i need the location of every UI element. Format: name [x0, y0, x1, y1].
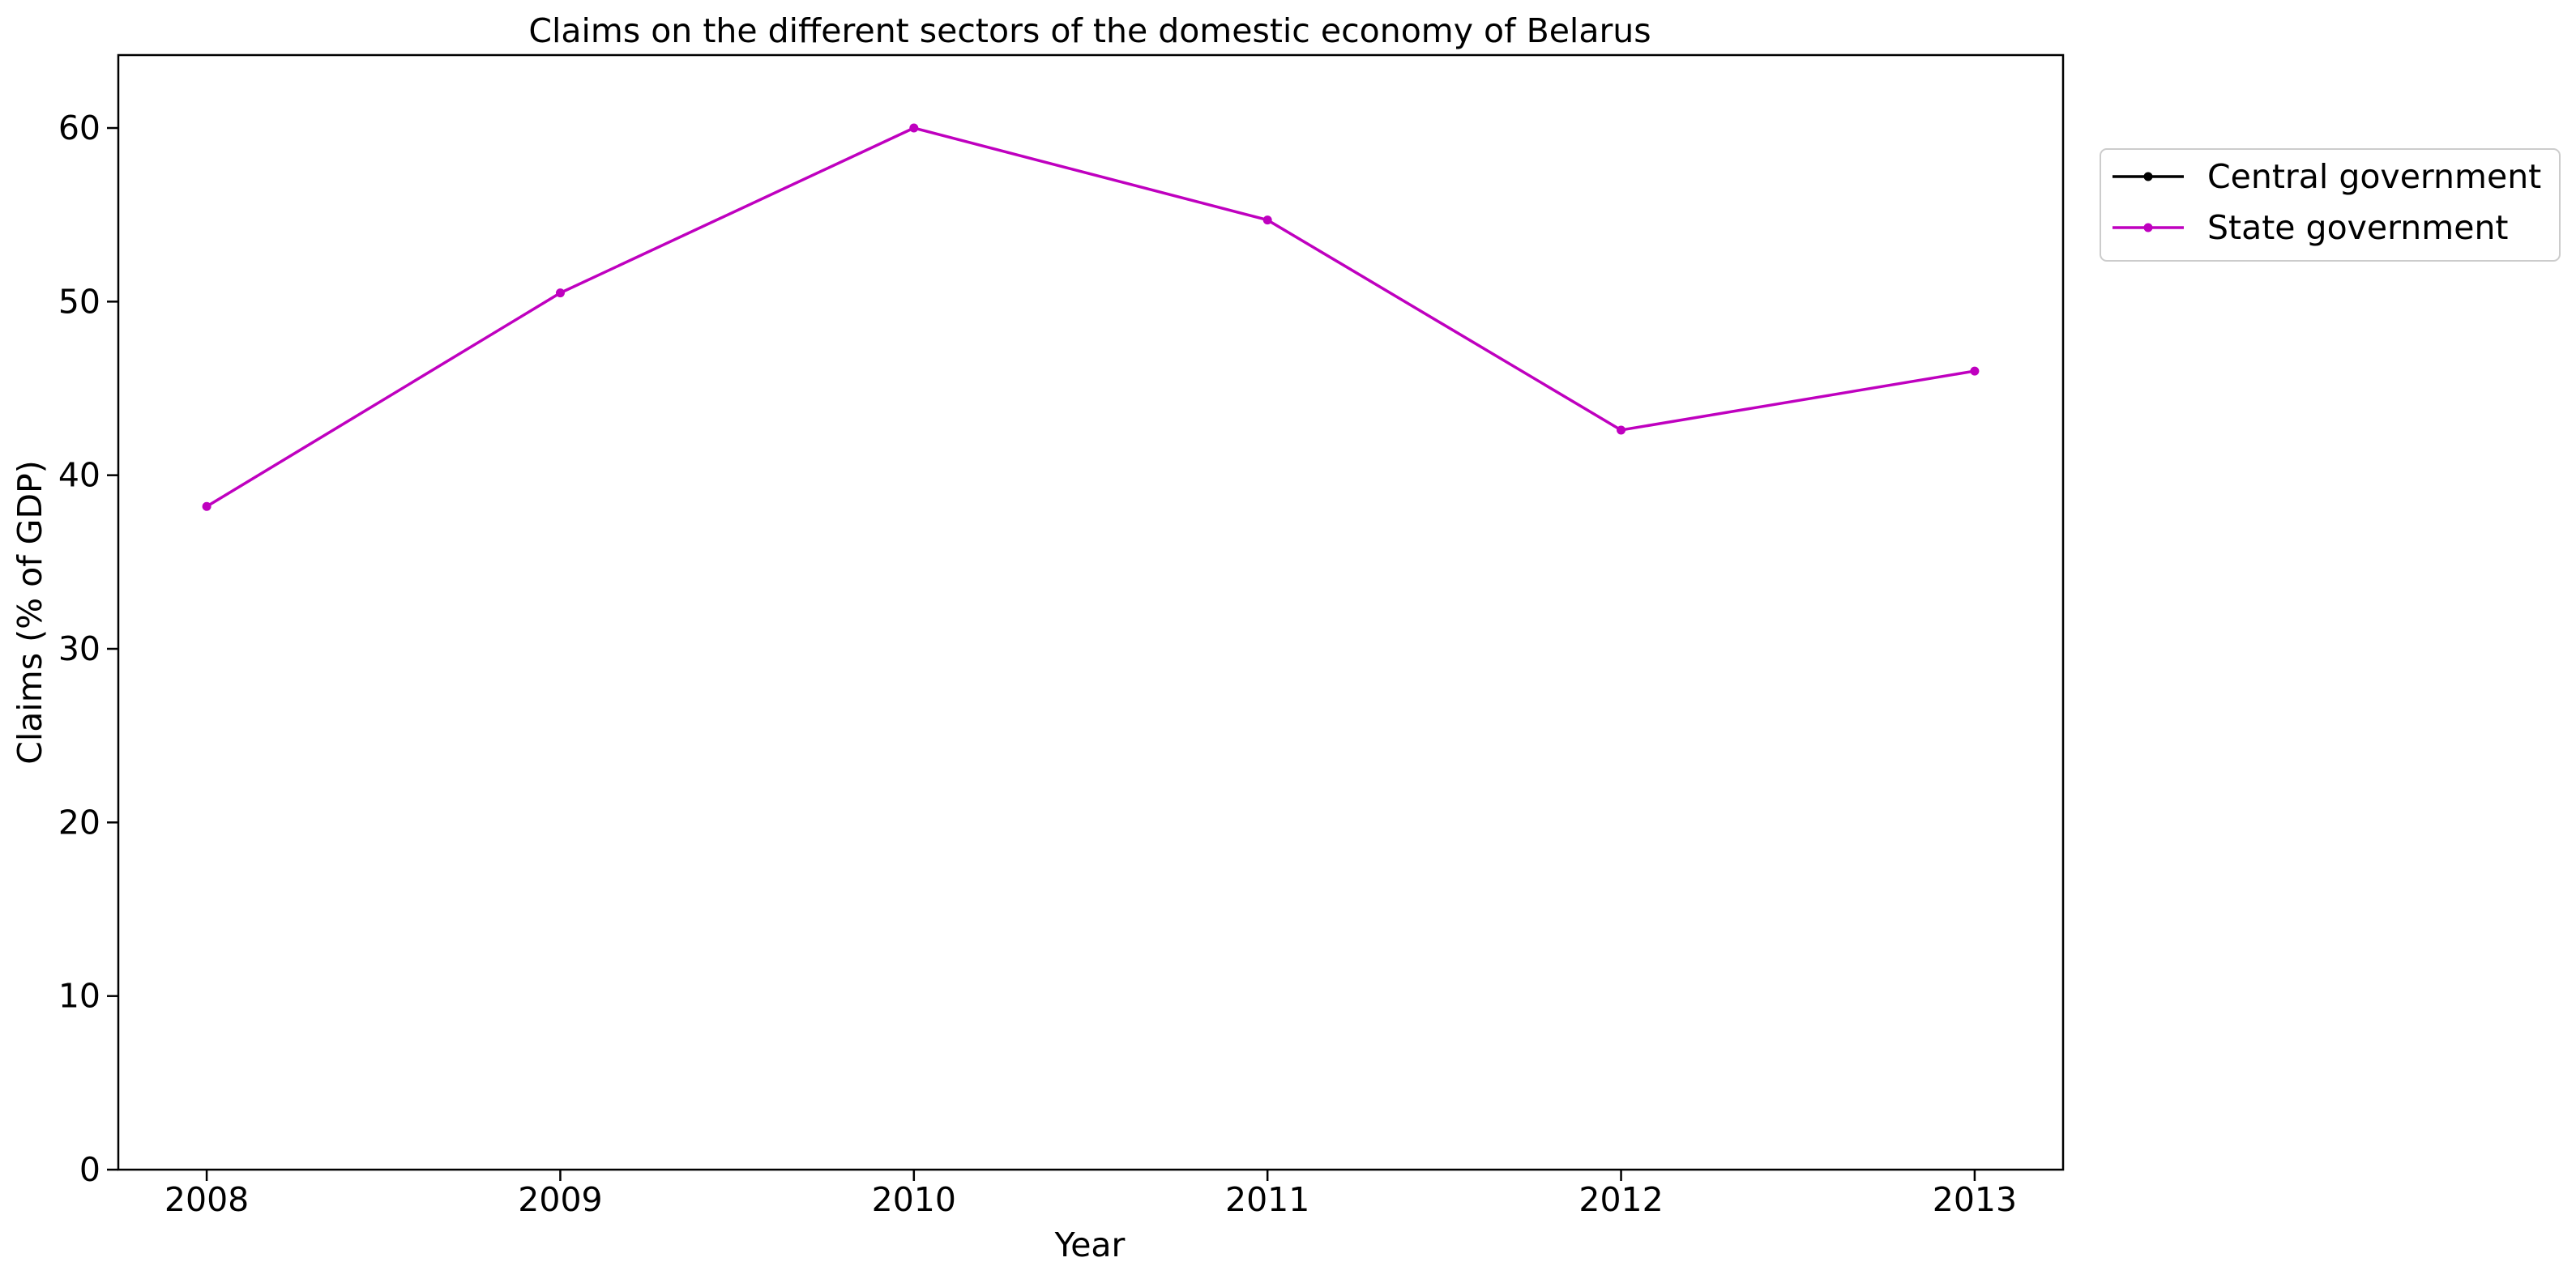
- legend-frame: [2100, 148, 2561, 262]
- x-axis: 2008 2009 2010 2011 2012 2013: [164, 1170, 2017, 1219]
- state-government-point: [1617, 425, 1626, 435]
- y-tick-label: 50: [58, 282, 100, 321]
- plot-area-frame: [117, 53, 2065, 1171]
- state-government-legend-marker: [2143, 223, 2153, 232]
- y-tick-label: 0: [79, 1150, 100, 1189]
- state-government-line: [206, 126, 1976, 508]
- central-government-legend-marker: [2143, 172, 2153, 181]
- state-government-point: [909, 123, 919, 133]
- chart-title: Claims on the different sectors of the d…: [528, 11, 1651, 50]
- state-government-point: [1262, 215, 1272, 225]
- y-axis-label: Claims (% of GDP): [11, 460, 49, 764]
- y-tick-label: 60: [58, 109, 100, 147]
- y-tick-label: 40: [58, 456, 100, 495]
- y-tick-label: 30: [58, 629, 100, 668]
- x-tick-label: 2012: [1578, 1180, 1663, 1219]
- state-government-point: [555, 288, 565, 298]
- central-government-legend-label: Central government: [2207, 157, 2541, 196]
- state-government-legend-label: State government: [2207, 208, 2509, 247]
- x-tick-label: 2013: [1933, 1180, 2017, 1219]
- y-tick-label: 20: [58, 803, 100, 842]
- legend: Central government State government: [2100, 148, 2561, 262]
- x-tick-label: 2010: [872, 1180, 956, 1219]
- state-government-point: [202, 501, 211, 511]
- x-tick-label: 2008: [164, 1180, 249, 1219]
- series-layer: [202, 123, 1980, 511]
- y-tick-label: 10: [58, 977, 100, 1016]
- state-government-point: [1970, 366, 1980, 376]
- x-tick-label: 2011: [1225, 1180, 1309, 1219]
- x-axis-label: Year: [1054, 1226, 1126, 1264]
- x-tick-label: 2009: [518, 1180, 602, 1219]
- y-axis: 0 10 20 30 40 50 60: [58, 109, 118, 1189]
